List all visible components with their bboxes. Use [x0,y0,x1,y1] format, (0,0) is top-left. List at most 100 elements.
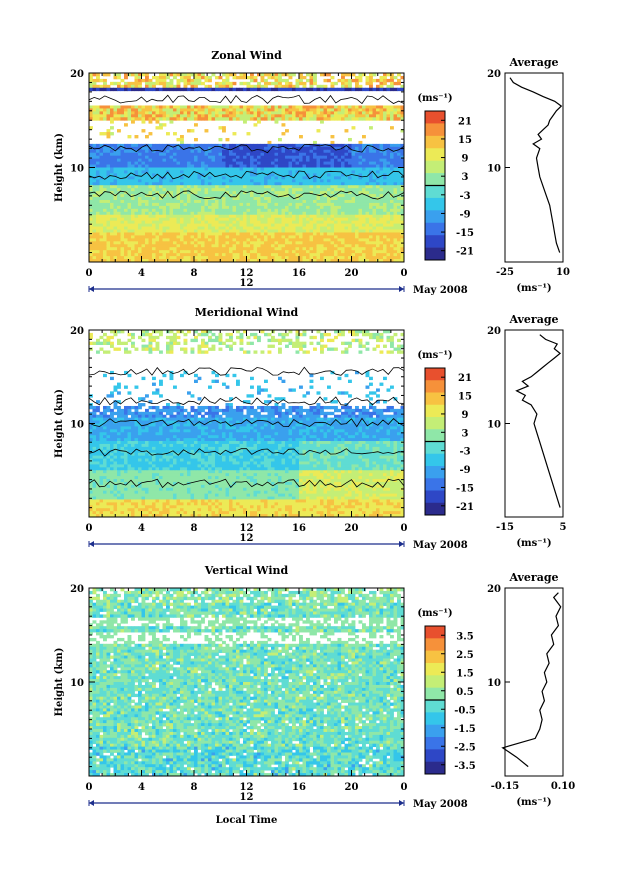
heatmap-cell [197,259,202,263]
heatmap-cell [173,202,177,207]
heatmap-cell [341,217,345,222]
heatmap-cell [271,87,275,92]
profile-title: Average [508,56,558,69]
heatmap-cell [358,164,363,168]
heatmap-cell [117,256,121,260]
heatmap-cell [113,229,118,233]
heatmap-cell [239,182,244,186]
heatmap-cell [351,244,356,248]
heatmap-cell [278,164,282,168]
heatmap-cell [330,182,335,186]
heatmap-cell [92,223,97,227]
heatmap-cell [278,208,282,213]
heatmap-cell [365,211,370,216]
heatmap-cell [131,146,135,151]
heatmap-cell [267,182,272,186]
heatmap-cell [120,202,125,207]
heatmap-cell [176,238,181,242]
heatmap-cell [229,114,233,118]
heatmap-cell [162,205,167,210]
heatmap-cell [201,161,205,165]
heatmap-cell [138,73,142,77]
heatmap-cell [334,244,338,248]
heatmap-cell [379,111,384,115]
heatmap-cell [194,185,198,189]
heatmap-cell [211,220,216,225]
heatmap-cell [281,132,286,136]
heatmap-cell [323,87,328,92]
heatmap-cell [166,179,170,183]
heatmap-cell [92,220,97,225]
heatmap-cell [148,81,153,86]
colorbar-tick-label: 3 [462,172,469,183]
heatmap-cell [288,202,293,207]
heatmap-cell [365,182,370,186]
heatmap-cell [309,335,314,340]
heatmap-cell [232,259,237,263]
heatmap-cell [155,223,160,227]
heatmap-cell [355,105,359,109]
heatmap-cell [355,161,359,165]
panel-title: Zonal Wind [211,49,282,62]
heatmap-cell [197,81,202,86]
heatmap-cell [390,202,394,207]
heatmap-cell [169,217,174,222]
heatmap-cell [386,164,391,168]
heatmap-cell [89,202,93,207]
heatmap-cell [278,197,282,201]
heatmap-cell [141,108,146,112]
heatmap-cell [239,238,244,242]
heatmap-cell [278,73,282,77]
heatmap-cell [222,259,226,263]
heatmap-cell [176,197,181,201]
heatmap-cell [320,164,324,168]
heatmap-cell [260,117,265,121]
heatmap-cell [197,211,202,216]
heatmap-cell [148,241,153,245]
heatmap-cell [99,161,104,165]
heatmap-cell [145,73,149,77]
heatmap-cell [306,155,310,160]
heatmap-cell [348,111,352,115]
heatmap-cell [278,117,282,121]
heatmap-cell [253,247,258,251]
heatmap-cell [173,149,177,154]
heatmap-cell [236,214,240,219]
heatmap-cell [194,143,198,148]
heatmap-cell [176,235,181,239]
heatmap-cell [113,111,118,115]
heatmap-cell [379,84,384,89]
heatmap-cell [243,170,247,174]
heatmap-cell [309,117,314,121]
heatmap-cell [152,376,156,381]
heatmap-cell [194,232,198,236]
heatmap-cell [183,182,188,186]
heatmap-cell [306,217,310,222]
heatmap-cell [365,81,370,86]
heatmap-cell [393,158,398,162]
heatmap-cell [197,78,202,83]
heatmap-cell [281,152,286,157]
heatmap-cell [208,208,212,213]
heatmap-cell [239,335,244,340]
heatmap-cell [323,241,328,245]
heatmap-cell [103,205,107,210]
heatmap-cell [327,108,331,112]
heatmap-cell [208,217,212,222]
heatmap-cell [110,191,114,195]
heatmap-cell [355,250,359,254]
heatmap-cell [215,117,219,121]
heatmap-cell [330,197,335,201]
heatmap-cell [397,226,401,230]
heatmap-cell [309,188,314,192]
heatmap-cell [302,235,307,239]
heatmap-cell [243,205,247,210]
heatmap-cell [166,149,170,154]
heatmap-cell [295,78,300,83]
heatmap-cell [257,208,261,213]
heatmap-cell [211,332,216,337]
heatmap-cell [110,173,114,177]
heatmap-cell [117,182,121,186]
heatmap-cell [320,235,324,239]
heatmap-cell [390,241,394,245]
